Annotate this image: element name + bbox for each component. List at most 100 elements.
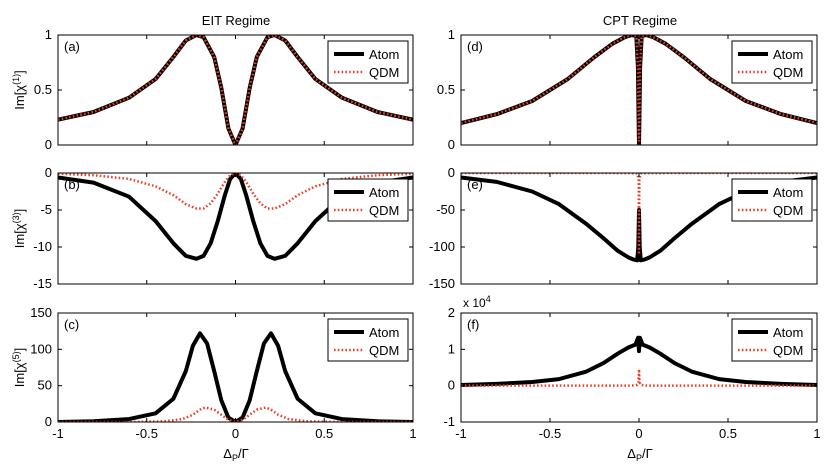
legend-box-f xyxy=(731,318,813,362)
right-xlabel-main: Δ xyxy=(627,446,636,461)
ylabel-main-c: Im[χ xyxy=(12,362,27,387)
panel-label-c: (c) xyxy=(64,317,79,332)
y-tick-label-a-1: 0.5 xyxy=(34,82,52,97)
y-tick-label-e-3: 0 xyxy=(448,165,455,180)
ylabel-rest-c: ] xyxy=(12,348,27,352)
legend-label-qdm-c: QDM xyxy=(369,343,399,358)
series-qdm-f xyxy=(461,368,817,387)
series-qdm-a xyxy=(58,35,413,145)
x-tick-label-f-2: 0 xyxy=(635,426,642,441)
y-tick-label-b-3: 0 xyxy=(45,165,52,180)
y-tick-label-f-2: 1 xyxy=(448,341,455,356)
legend-a: Atom QDM xyxy=(327,40,409,84)
legend-label-qdm-d: QDM xyxy=(773,65,803,80)
legend-f: Atom QDM xyxy=(731,318,813,362)
series-qdm-c xyxy=(58,406,413,422)
legend-box-e xyxy=(731,178,813,222)
y-tick-label-e-1: -100 xyxy=(429,239,455,254)
legend-box-d xyxy=(731,40,813,84)
left-x-axis-label: ΔP/Γ xyxy=(223,446,248,463)
series-group-f xyxy=(461,335,817,387)
left-xlabel-sub: P xyxy=(232,453,238,463)
y-tick-label-a-2: 1 xyxy=(45,27,52,42)
x-tick-label-f-4: 1 xyxy=(813,426,820,441)
panel-d: 0 0.5 1 (d) Atom QDM xyxy=(437,27,818,152)
y-tick-label-c-0: 0 xyxy=(45,414,52,429)
y-tick-label-e-2: -50 xyxy=(436,202,455,217)
legend-b: Atom QDM xyxy=(327,178,409,222)
x-tick-label-c-3: 0.5 xyxy=(315,426,333,441)
legend-e: Atom QDM xyxy=(731,178,813,222)
panel-f: -1 0 1 2 -1 -0.5 0 0.5 1 (f) x 104 Atom QDM xyxy=(443,294,820,441)
ylabel-main-a: Im[χ xyxy=(12,85,27,110)
ylabel-main-b: Im[χ xyxy=(12,223,27,248)
legend-label-qdm-b: QDM xyxy=(369,203,399,218)
legend-label-atom-e: Atom xyxy=(773,185,803,200)
y-tick-label-f-3: 2 xyxy=(448,305,455,320)
y-tick-label-c-2: 100 xyxy=(30,341,52,356)
panel-label-b: (b) xyxy=(64,177,80,192)
legend-box-c xyxy=(327,318,409,362)
x-tick-label-c-1: -0.5 xyxy=(136,426,158,441)
y-tick-label-e-0: -150 xyxy=(429,276,455,291)
series-atom-d xyxy=(461,35,817,145)
x-tick-label-f-1: -0.5 xyxy=(539,426,561,441)
panel-label-d: (d) xyxy=(467,39,483,54)
ylabel-sup-b: (3) xyxy=(11,212,21,223)
x-tick-label-f-0: -1 xyxy=(455,426,467,441)
left-column-title: EIT Regime xyxy=(202,13,270,28)
series-group-a xyxy=(58,35,413,145)
y-tick-label-d-1: 0.5 xyxy=(437,82,455,97)
series-qdm-b xyxy=(58,173,413,210)
y-axis-label-c: Im[χ(5)] xyxy=(11,348,27,388)
x-tick-label-c-4: 1 xyxy=(409,426,416,441)
y-tick-label-d-0: 0 xyxy=(448,137,455,152)
x-tick-label-c-0: -1 xyxy=(52,426,64,441)
legend-label-qdm-e: QDM xyxy=(773,203,803,218)
panel-label-f: (f) xyxy=(467,317,479,332)
y-tick-label-f-0: -1 xyxy=(443,414,455,429)
panel-label-e: (e) xyxy=(467,177,483,192)
panel-c: 0 50 100 150 -1 -0.5 0 0.5 1 (c) Im[χ(5)] Atom QDM xyxy=(11,305,417,441)
panel-b: -15 -10 -5 0 (b) Im[χ(3)] Atom QDM xyxy=(11,165,414,291)
y-scale-exp-f: 4 xyxy=(486,294,491,304)
left-xlabel-rest: /Γ xyxy=(238,446,249,461)
ylabel-rest-b: ] xyxy=(12,209,27,213)
series-atom-b xyxy=(58,173,413,261)
ylabel-rest-a: ] xyxy=(12,70,27,74)
legend-label-atom-c: Atom xyxy=(369,325,399,340)
legend-box-b xyxy=(327,178,409,222)
legend-label-atom-a: Atom xyxy=(369,47,399,62)
right-xlabel-rest: /Γ xyxy=(642,446,653,461)
y-tick-label-b-0: -15 xyxy=(33,276,52,291)
legend-label-atom-f: Atom xyxy=(773,325,803,340)
right-xlabel-sub: P xyxy=(636,453,642,463)
series-atom-c xyxy=(58,331,413,422)
ylabel-sup-c: (5) xyxy=(11,351,21,362)
y-tick-label-d-2: 1 xyxy=(448,27,455,42)
y-tick-label-b-2: -5 xyxy=(40,202,52,217)
series-atom-f xyxy=(461,335,817,387)
y-tick-label-b-1: -10 xyxy=(33,239,52,254)
legend-box-a xyxy=(327,40,409,84)
panel-e: -150 -100 -50 0 (e) Atom QDM xyxy=(429,165,818,291)
legend-d: Atom QDM xyxy=(731,40,813,84)
y-tick-label-f-1: 0 xyxy=(448,378,455,393)
panel-a: 0 0.5 1 (a) Im[χ(1)] Atom QDM xyxy=(11,27,414,152)
right-x-axis-label: ΔP/Γ xyxy=(627,446,652,463)
series-group-d xyxy=(461,35,817,145)
y-scale-label-f: x 104 xyxy=(463,294,491,310)
legend-label-qdm-a: QDM xyxy=(369,65,399,80)
legend-label-atom-b: Atom xyxy=(369,185,399,200)
left-xlabel-main: Δ xyxy=(223,446,232,461)
legend-c: Atom QDM xyxy=(327,318,409,362)
panel-label-a: (a) xyxy=(64,39,80,54)
series-group-b xyxy=(58,173,413,261)
legend-label-atom-d: Atom xyxy=(773,47,803,62)
panels: 00.51(a)Im[χ(1)]AtomQDM-15-10-50(b)Im[χ(… xyxy=(11,27,821,441)
y-tick-label-c-3: 150 xyxy=(30,305,52,320)
legend-label-qdm-f: QDM xyxy=(773,343,803,358)
y-axis-label-b: Im[χ(3)] xyxy=(11,209,27,249)
ylabel-sup-a: (1) xyxy=(11,74,21,85)
